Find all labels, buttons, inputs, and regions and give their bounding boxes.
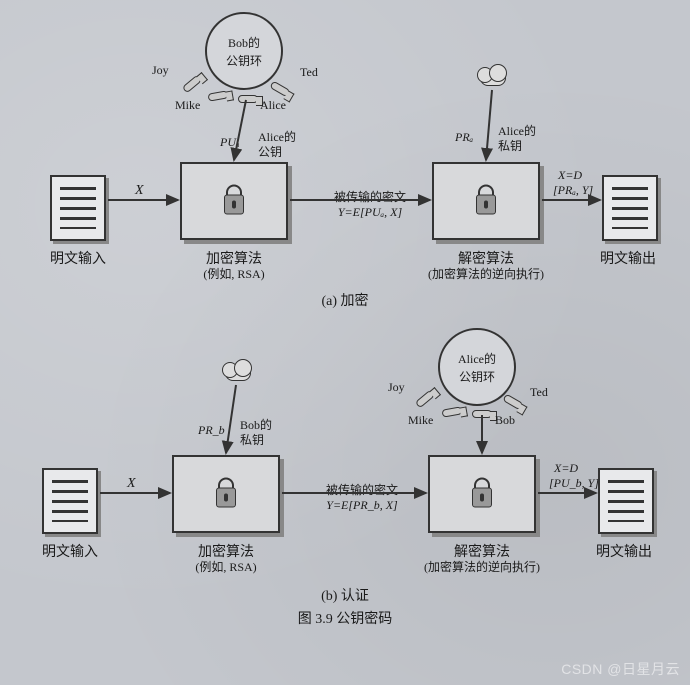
watermark: CSDN @日星月云 xyxy=(561,659,680,679)
arrows-layer xyxy=(0,0,690,685)
